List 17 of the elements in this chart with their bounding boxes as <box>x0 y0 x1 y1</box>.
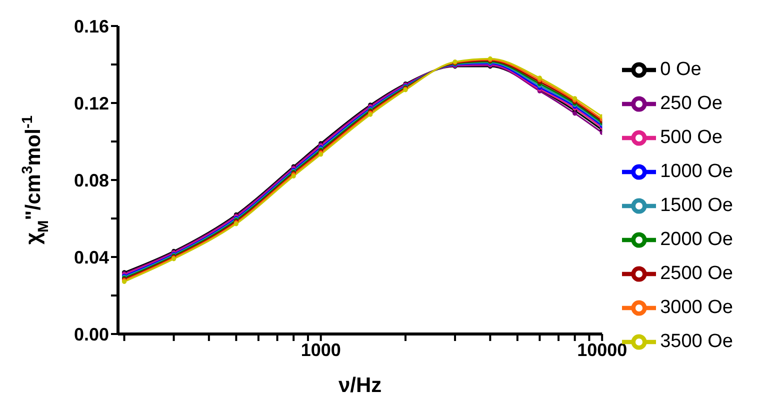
legend-label: 500 Oe <box>660 127 722 148</box>
legend-label: 1000 Oe <box>660 161 733 182</box>
x-tick-label: 10000 <box>577 340 628 360</box>
legend-label: 3500 Oe <box>660 331 733 352</box>
y-tick-label: 0.00 <box>74 324 109 344</box>
legend-label: 2000 Oe <box>660 229 733 250</box>
legend-label: 250 Oe <box>660 93 722 114</box>
y-tick-label: 0.08 <box>74 170 109 190</box>
legend-label: 2500 Oe <box>660 263 733 284</box>
legend-label: 1500 Oe <box>660 195 733 216</box>
y-tick-label: 0.04 <box>74 247 109 268</box>
y-tick-label: 0.16 <box>74 16 109 36</box>
x-axis-title: ν/Hz <box>338 374 382 397</box>
y-tick-label: 0.12 <box>74 93 109 114</box>
x-tick-label: 1000 <box>300 340 341 360</box>
legend-label: 3000 Oe <box>660 297 733 318</box>
legend-label: 0 Oe <box>660 59 702 80</box>
